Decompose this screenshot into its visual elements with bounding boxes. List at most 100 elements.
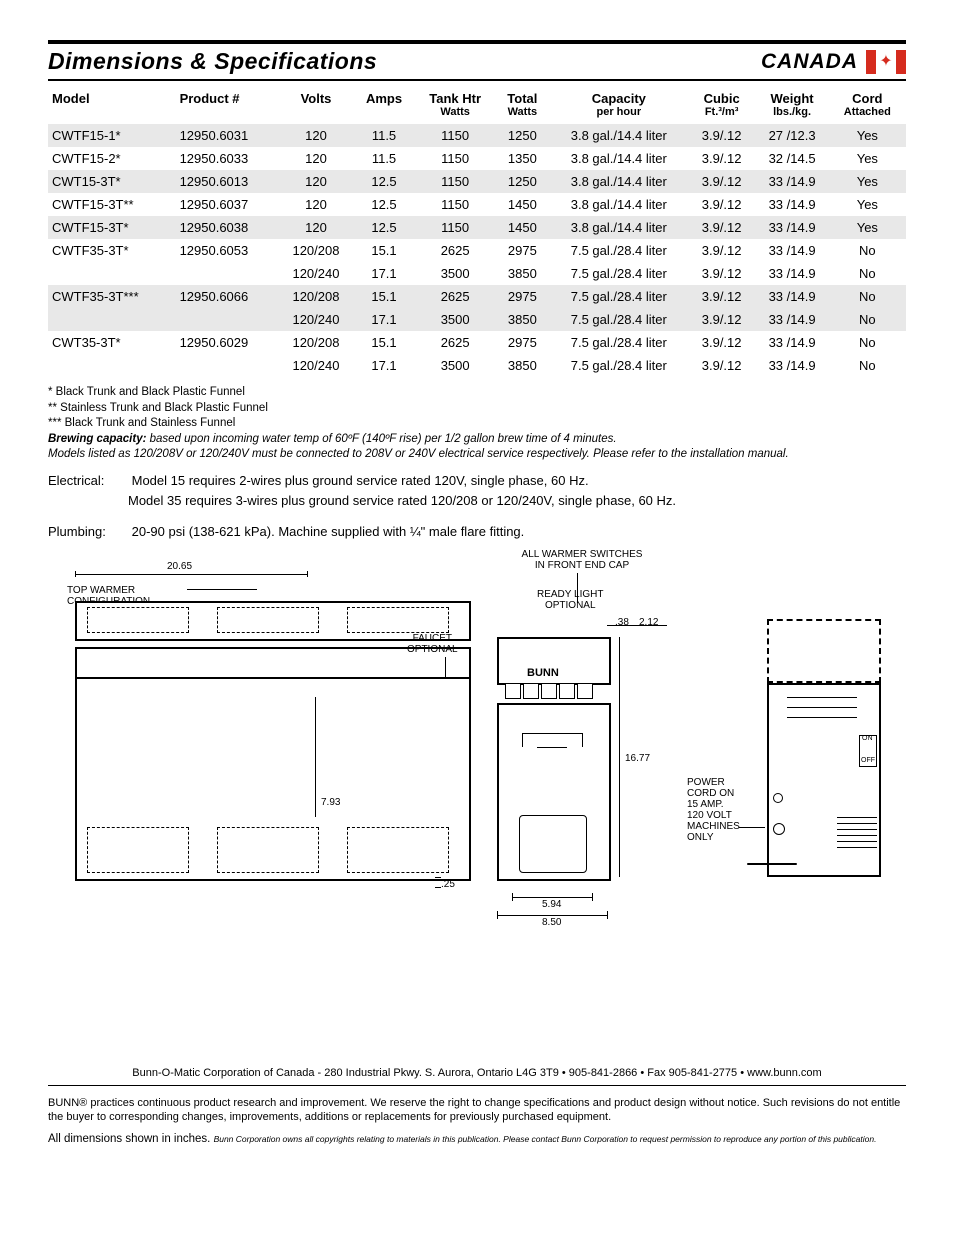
table-cell: 33 /14.9 [755,262,830,285]
table-row: CWT15-3T*12950.601312012.5115012503.8 ga… [48,170,906,193]
table-cell: 12950.6029 [176,331,280,354]
table-cell: CWTF15-3T* [48,216,176,239]
diag-dim-793: 7.93 [321,797,340,808]
table-cell: Yes [831,124,906,147]
table-cell: 3.8 gal./14.4 liter [550,216,690,239]
table-cell: CWT15-3T* [48,170,176,193]
table-cell: 120/208 [279,331,354,354]
table-cell: 2625 [415,331,496,354]
footer-copyright: Bunn Corporation owns all copyrights rel… [214,1134,877,1144]
table-cell: 3850 [497,262,550,285]
table-cell: 3.9/.12 [690,216,756,239]
table-cell: 1250 [497,170,550,193]
table-cell: 3.9/.12 [690,239,756,262]
table-cell: 3.8 gal./14.4 liter [550,124,690,147]
table-cell: CWTF15-2* [48,147,176,170]
table-cell: 12950.6053 [176,239,280,262]
table-cell: 1150 [415,170,496,193]
region-label: CANADA [761,50,858,74]
brew-label: Brewing capacity: [48,433,146,445]
table-cell: CWTF15-3T** [48,193,176,216]
footnote-1: * Black Trunk and Black Plastic Funnel [48,385,906,401]
table-cell: 3500 [415,354,496,377]
diag-label-faucet: FAUCET OPTIONAL [407,633,458,655]
electrical-line1: Model 15 requires 2-wires plus ground se… [132,473,589,488]
table-cell: 120/240 [279,262,354,285]
table-cell: 2975 [497,239,550,262]
table-cell: 7.5 gal./28.4 liter [550,239,690,262]
region-box: CANADA ✦ [761,50,906,74]
table-cell: No [831,239,906,262]
table-cell: 12950.6033 [176,147,280,170]
table-cell: 33 /14.9 [755,216,830,239]
spec-table: ModelProduct #VoltsAmpsTank HtrWattsTota… [48,87,906,377]
table-cell: Yes [831,147,906,170]
table-cell: 1450 [497,193,550,216]
table-cell: 3.8 gal./14.4 liter [550,170,690,193]
table-cell: 7.5 gal./28.4 liter [550,285,690,308]
table-cell: 1350 [497,147,550,170]
table-cell: 12.5 [355,170,416,193]
diag-dim-2065: 20.65 [167,561,192,572]
table-cell: CWT35-3T* [48,331,176,354]
footer-disclaimer: BUNN® practices continuous product resea… [48,1096,906,1125]
table-row: CWTF15-3T*12950.603812012.5115014503.8 g… [48,216,906,239]
footer: Bunn-O-Matic Corporation of Canada - 280… [48,1067,906,1145]
table-cell: 33 /14.9 [755,170,830,193]
diag-label-allwarmer: ALL WARMER SWITCHES IN FRONT END CAP [507,549,657,571]
table-cell: 12.5 [355,193,416,216]
diag-switch-off: OFF [861,757,875,765]
table-cell [48,262,176,285]
table-cell: CWTF35-3T* [48,239,176,262]
table-cell: 12950.6066 [176,285,280,308]
table-cell: 120 [279,147,354,170]
table-cell [48,354,176,377]
table-cell: 3.9/.12 [690,124,756,147]
table-cell: 15.1 [355,239,416,262]
col-cord: CordAttached [831,87,906,124]
table-cell: 33 /14.9 [755,308,830,331]
table-cell: Yes [831,193,906,216]
table-cell: CWTF35-3T*** [48,285,176,308]
canada-flag-icon: ✦ [866,50,906,74]
table-cell: 11.5 [355,147,416,170]
table-cell: 1150 [415,124,496,147]
table-cell: No [831,262,906,285]
table-cell: 33 /14.9 [755,285,830,308]
diag-label-ready: READY LIGHT OPTIONAL [537,589,604,611]
diag-dim-1677: 16.77 [625,753,650,764]
table-cell: 120/208 [279,239,354,262]
diag-dim-850: 8.50 [542,917,561,928]
col-model: Model [48,87,176,124]
table-cell: 7.5 gal./28.4 liter [550,262,690,285]
table-cell: 1450 [497,216,550,239]
col-tankhtr: Tank HtrWatts [415,87,496,124]
electrical-label: Electrical: [48,471,128,492]
table-cell: 120/240 [279,308,354,331]
page-title: Dimensions & Specifications [48,48,377,75]
table-cell: 12950.6031 [176,124,280,147]
table-cell: 12950.6037 [176,193,280,216]
table-cell: 3.9/.12 [690,354,756,377]
table-cell: 17.1 [355,262,416,285]
footnotes: * Black Trunk and Black Plastic Funnel *… [48,385,906,463]
table-cell: 3.9/.12 [690,308,756,331]
table-cell: 2625 [415,285,496,308]
table-cell: 17.1 [355,354,416,377]
plumbing-text: 20-90 psi (138-621 kPa). Machine supplie… [132,524,525,539]
table-cell: 33 /14.9 [755,354,830,377]
table-cell: 1150 [415,216,496,239]
electrical-line2: Model 35 requires 3-wires plus ground se… [128,493,676,508]
title-row: Dimensions & Specifications CANADA ✦ [48,46,906,81]
table-cell: 2625 [415,239,496,262]
col-cubic: CubicFt.³/m³ [690,87,756,124]
table-cell: 3.9/.12 [690,285,756,308]
table-row: CWTF15-2*12950.603312011.5115013503.8 ga… [48,147,906,170]
table-cell: 11.5 [355,124,416,147]
diag-dim-594: 5.94 [542,899,561,910]
table-cell [48,308,176,331]
col-total: TotalWatts [497,87,550,124]
table-cell: 12.5 [355,216,416,239]
footnote-3: *** Black Trunk and Stainless Funnel [48,416,906,432]
table-cell: 12950.6013 [176,170,280,193]
